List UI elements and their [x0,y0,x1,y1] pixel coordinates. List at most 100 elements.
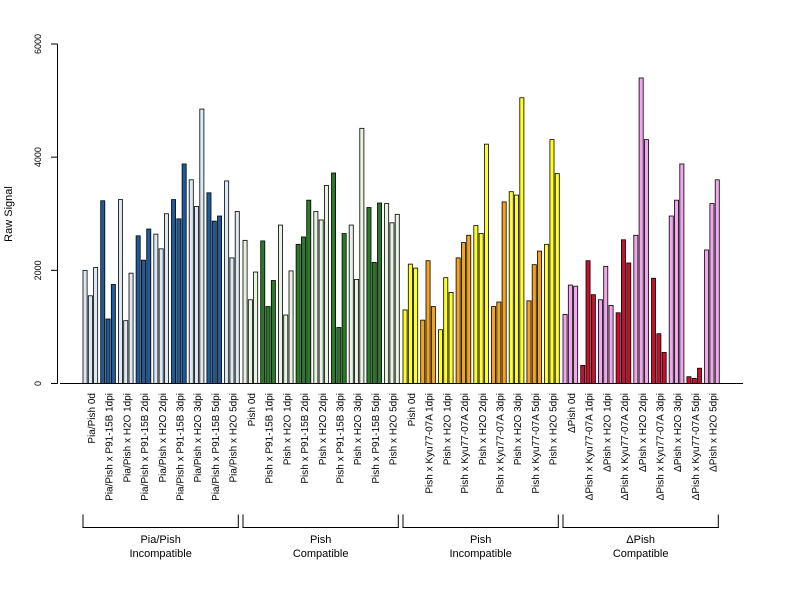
group-label: Pia/Pish [140,534,180,546]
bar [544,243,550,384]
bar [549,139,555,384]
bar [608,305,614,384]
bar [394,213,400,384]
x-tick-label: ΔPish x H2O 2dpi [638,393,649,472]
y-axis-label: Raw Signal [3,186,15,242]
bar [598,299,603,384]
bar [668,215,674,384]
bar [242,239,248,384]
bar [562,314,568,384]
group-bracket [402,514,559,528]
bar [567,284,573,384]
y-tick-label: 4000 [33,147,43,167]
x-tick-label: Pish x Kyu77-07A 1dpi [425,393,436,494]
x-tick-label: Pish x H2O 2dpi [478,393,489,465]
bar [206,192,212,384]
x-tick-label: Pish 0d [407,393,418,426]
bar [354,278,359,384]
x-tick-label: ΔPish x Kyu77-07A 5dpi [691,393,702,500]
x-tick-label: ΔPish x H2O 3dpi [673,393,684,472]
bar [318,219,324,384]
bar [300,236,306,384]
x-tick-labels: Pia/Pish 0d Pia/Pish x P91-15B 1dpi Pia/Pi… [87,393,720,501]
x-tick-label: Pish x H2O 2dpi [318,393,329,465]
bar [135,235,141,384]
bar [217,215,222,384]
x-tick-label: Pish x H2O 3dpi [353,393,364,465]
x-tick-label: ΔPish x H2O 5dpi [709,393,720,472]
bar [260,240,266,384]
bar [110,284,116,384]
y-tick-label: 2000 [33,260,43,280]
y-tick-label: 0 [33,381,43,386]
bar [443,277,449,384]
bar [105,318,111,384]
bar [371,262,377,384]
bar [455,257,461,384]
bar [615,312,621,384]
x-tick-label: Pia/Pish 0d [87,393,98,444]
x-tick-label: ΔPish x Kyu77-07A 2dpi [620,393,631,500]
bar [430,306,436,384]
bar [253,271,259,384]
bar [407,263,413,384]
bar [491,306,496,384]
bar [128,272,134,384]
x-tick-label: Pish x H2O 1dpi [442,393,453,465]
bar [679,163,685,384]
bar [644,139,649,384]
bar [377,202,382,384]
bar [229,257,235,384]
x-tick-label: Pish x H2O 3dpi [513,393,524,465]
bar [341,233,347,384]
bar [448,292,454,384]
bar [140,259,146,384]
x-tick-label: Pish x Kyu77-07A 2dpi [460,393,471,494]
bar [188,179,194,384]
bar [537,250,542,384]
bar [638,77,644,384]
x-tick-label: Pia/Pish x P91-15B 3dpi [175,393,186,501]
bar [626,262,632,384]
bar [621,239,626,384]
group-label: Pish [470,534,491,546]
x-tick-label: ΔPish x Kyu77-07A 3dpi [655,393,666,500]
bar [146,228,152,384]
bar [283,314,289,384]
bar [331,172,336,384]
group-bracket [562,514,719,528]
bar [697,367,702,384]
x-tick-label: Pish x P91-15B 3dpi [335,393,346,484]
bar [460,242,466,384]
x-tick-label: Pish x H2O 5dpi [389,393,400,465]
bar [531,264,537,384]
bar [123,320,129,384]
x-tick-label: Pish x P91-15B 5dpi [371,393,382,484]
bar [158,248,164,384]
bar [277,224,283,384]
group-label: Pish [310,534,331,546]
bars [82,77,720,384]
bar [573,285,579,384]
x-tick-label: ΔPish x H2O 1dpi [602,393,613,472]
bar [508,191,514,384]
bar [323,185,329,384]
bar [270,280,276,384]
x-tick-label: Pish x Kyu77-07A 5dpi [531,393,542,494]
x-tick-label: Pish x H2O 5dpi [549,393,560,465]
bar [674,199,679,384]
x-tick-label: Pish x P91-15B 1dpi [265,393,276,484]
bar [704,249,710,384]
bar [651,277,656,384]
y-tick-label: 6000 [33,34,43,54]
bar [473,225,479,384]
bar [384,203,390,384]
bar [359,127,365,384]
bar [176,218,182,384]
x-tick-label: Pia/Pish x P91-15B 2dpi [140,393,151,501]
bar [181,163,187,384]
bar [633,234,639,384]
bar [519,97,525,384]
group-label: Compatible [613,548,669,560]
